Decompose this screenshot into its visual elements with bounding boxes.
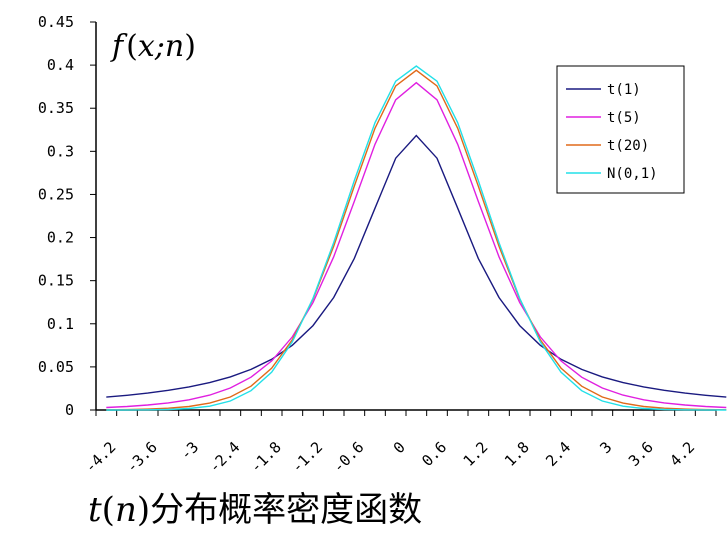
y-tick-label: 0.4 xyxy=(47,56,74,74)
x-tick-label: 2.4 xyxy=(542,438,574,470)
x-tick-label: -0.6 xyxy=(329,438,367,476)
x-tick-label: -3.6 xyxy=(123,438,161,476)
x-tick-label: -2.4 xyxy=(205,438,243,476)
y-tick-label: 0.3 xyxy=(47,142,74,160)
x-tick-label: -1.8 xyxy=(247,438,285,476)
x-tick-label: -1.2 xyxy=(288,438,326,476)
legend-label: t(20) xyxy=(607,138,649,154)
x-tick-label: 1.8 xyxy=(501,438,533,470)
y-tick-label: 0.45 xyxy=(38,13,74,31)
chart-title: t(n)分布概率密度函数 xyxy=(88,490,422,530)
y-tick-label: 0 xyxy=(65,401,74,419)
series-line-n01 xyxy=(106,65,727,411)
x-tick-label: 1.2 xyxy=(460,438,492,470)
x-tick-label: 0 xyxy=(390,438,409,457)
y-tick-label: 0.15 xyxy=(38,272,74,290)
x-tick-label: -3 xyxy=(177,438,203,464)
y-tick-label: 0.05 xyxy=(38,358,74,376)
x-ticks: -4.2 -3.6 -3 -2.4 -1.8 -1.2 -0.6 0 0.6 1.2 1.8 2.4 3… xyxy=(81,438,698,476)
chart-axes xyxy=(95,22,717,416)
legend-label: t(5) xyxy=(607,110,641,126)
x-tick-label: 0.6 xyxy=(418,438,450,470)
y-ticks: 0 0.05 0.1 0.15 0.2 0.25 0.3 0.35 0.4 0.45 xyxy=(38,13,96,419)
y-tick-label: 0.2 xyxy=(47,229,74,247)
series-line-t1 xyxy=(106,134,727,398)
x-tick-label: -4.2 xyxy=(81,438,119,476)
legend: t(1) t(5) t(20) N(0,1) xyxy=(556,65,685,194)
series-line-t20 xyxy=(106,69,727,411)
legend-label: t(1) xyxy=(607,82,641,98)
x-tick-label: 3.6 xyxy=(625,438,657,470)
series-line-t5 xyxy=(106,81,727,409)
y-tick-label: 0.25 xyxy=(38,185,74,203)
y-axis-label: f (x;n) xyxy=(110,29,196,64)
x-tick-label: 4.2 xyxy=(666,438,698,470)
x-tick-label: 3 xyxy=(596,438,615,457)
legend-box xyxy=(556,65,685,194)
y-tick-label: 0.1 xyxy=(47,315,74,333)
series-lines xyxy=(106,65,727,411)
legend-label: N(0,1) xyxy=(607,166,658,182)
y-tick-label: 0.35 xyxy=(38,99,74,117)
